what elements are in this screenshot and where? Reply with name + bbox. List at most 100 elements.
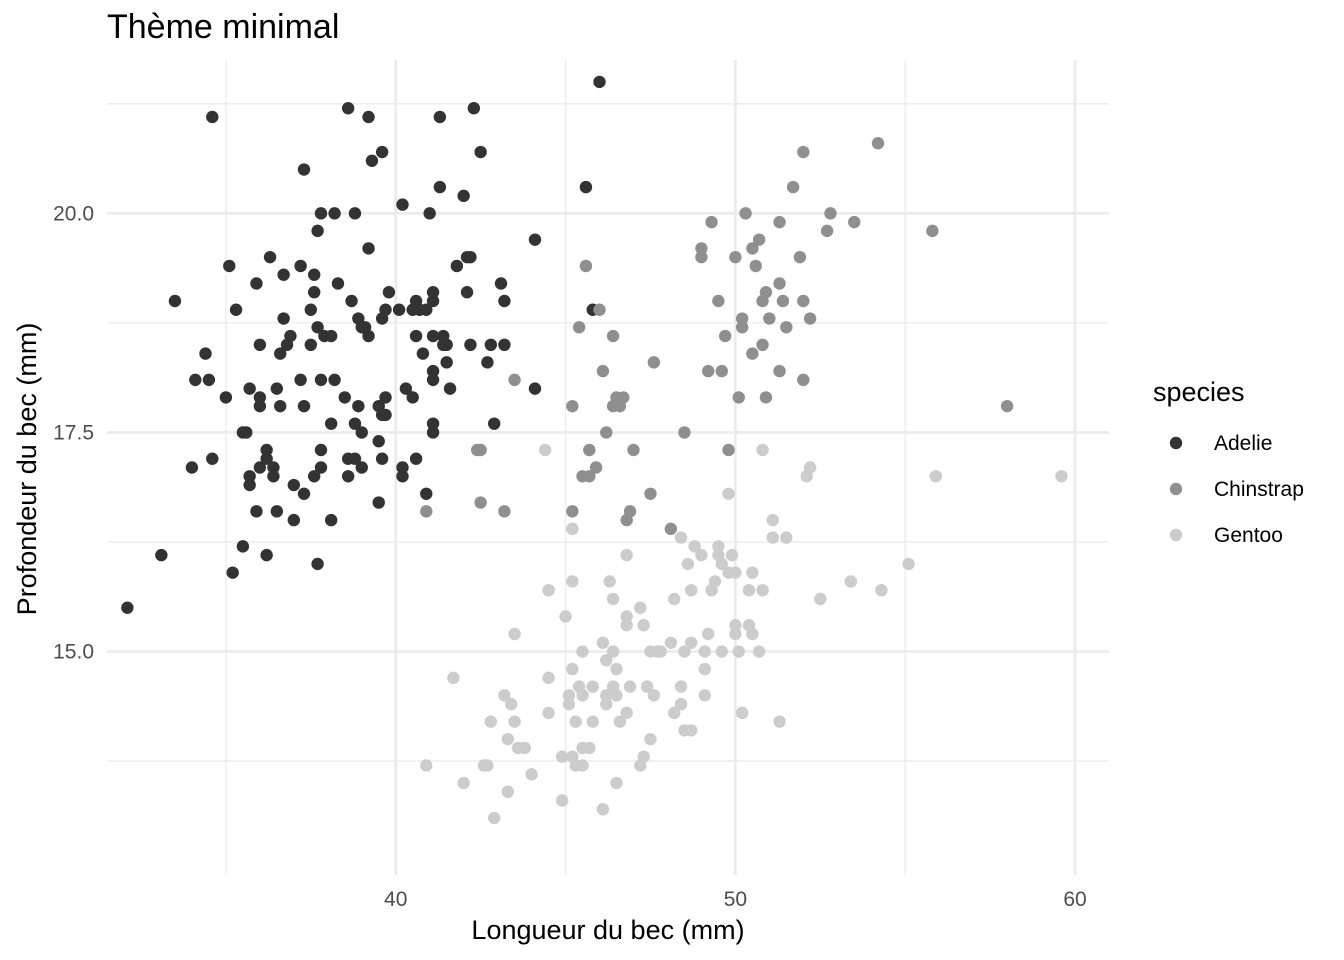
data-point-gentoo: [698, 689, 712, 702]
data-point-chinstrap: [735, 312, 749, 325]
data-point-adelie: [348, 417, 362, 430]
data-point-gentoo: [596, 636, 610, 649]
data-point-adelie: [494, 277, 508, 290]
data-point-gentoo: [674, 531, 688, 544]
data-point-adelie: [348, 207, 362, 220]
data-point-adelie: [307, 286, 321, 299]
data-point-gentoo: [525, 768, 538, 781]
data-point-gentoo: [766, 513, 779, 527]
data-point-adelie: [406, 391, 419, 404]
data-point-gentoo: [746, 627, 759, 641]
data-point-chinstrap: [797, 145, 810, 159]
data-point-chinstrap: [606, 329, 620, 343]
legend-label-adelie: Adelie: [1214, 432, 1272, 455]
data-point-adelie: [274, 399, 287, 413]
x-tick-label: 50: [724, 888, 747, 911]
data-point-adelie: [341, 101, 355, 115]
data-point-gentoo: [637, 750, 650, 763]
data-point-adelie: [311, 557, 324, 571]
data-point-chinstrap: [759, 286, 773, 299]
data-point-gentoo: [481, 759, 494, 772]
data-point-gentoo: [698, 662, 712, 676]
data-point-adelie: [331, 277, 345, 290]
data-point-adelie: [284, 329, 297, 343]
data-point-adelie: [253, 391, 267, 404]
data-point-adelie: [270, 505, 284, 518]
data-point-adelie: [168, 294, 182, 308]
legend-label-chinstrap: Chinstrap: [1214, 478, 1304, 501]
data-point-adelie: [240, 426, 253, 439]
data-point-adelie: [484, 338, 498, 352]
data-point-gentoo: [504, 697, 518, 711]
data-point-gentoo: [654, 645, 667, 658]
data-point-gentoo: [484, 715, 498, 728]
data-point-gentoo: [559, 610, 572, 623]
data-point-gentoo: [576, 689, 589, 702]
data-point-adelie: [202, 373, 216, 387]
series-chinstrap: [420, 137, 1014, 536]
legend-key-adelie: [1169, 436, 1183, 450]
data-point-gentoo: [620, 619, 633, 632]
data-point-adelie: [328, 207, 341, 220]
data-point-adelie: [426, 294, 440, 308]
data-point-adelie: [250, 277, 263, 290]
data-point-gentoo: [562, 697, 576, 711]
data-point-gentoo: [729, 627, 742, 641]
data-point-gentoo: [610, 689, 623, 702]
data-point-gentoo: [613, 715, 627, 728]
data-point-chinstrap: [773, 364, 786, 378]
data-point-chinstrap: [566, 399, 579, 413]
data-point-gentoo: [596, 803, 610, 816]
data-point-adelie: [375, 452, 389, 465]
data-point-chinstrap: [722, 443, 735, 457]
data-point-gentoo: [681, 557, 695, 571]
data-point-adelie: [307, 268, 321, 281]
data-point-adelie: [362, 242, 375, 255]
data-point-gentoo: [508, 715, 521, 728]
data-point-adelie: [206, 452, 219, 465]
legend: species Adelie Chinstrap Gentoo: [1153, 377, 1304, 547]
x-tick-label: 40: [384, 888, 407, 911]
data-point-adelie: [474, 145, 487, 159]
data-point-adelie: [324, 513, 338, 527]
data-point-chinstrap: [583, 443, 596, 457]
data-point-gentoo: [698, 645, 712, 658]
data-point-adelie: [528, 233, 542, 246]
data-point-chinstrap: [773, 277, 786, 290]
data-point-chinstrap: [627, 443, 640, 457]
data-point-chinstrap: [508, 373, 521, 387]
data-point-gentoo: [688, 540, 701, 553]
data-point-chinstrap: [732, 391, 745, 404]
data-point-gentoo: [620, 610, 633, 623]
data-point-adelie: [426, 426, 440, 439]
data-point-gentoo: [569, 715, 582, 728]
data-point-chinstrap: [583, 470, 596, 483]
data-point-adelie: [263, 250, 277, 264]
data-point-gentoo: [566, 662, 579, 676]
data-point-adelie: [297, 399, 311, 413]
data-point-adelie: [311, 224, 324, 238]
data-point-gentoo: [542, 706, 555, 720]
data-point-chinstrap: [746, 242, 759, 255]
data-point-adelie: [396, 198, 409, 211]
data-point-adelie: [270, 382, 284, 395]
data-point-chinstrap: [763, 312, 776, 325]
data-point-chinstrap: [702, 364, 715, 378]
data-point-gentoo: [606, 645, 620, 658]
data-point-gentoo: [586, 680, 599, 693]
data-point-adelie: [294, 259, 307, 273]
data-point-adelie: [297, 487, 311, 500]
data-point-gentoo: [610, 662, 623, 676]
data-point-adelie: [121, 601, 134, 614]
data-point-gentoo: [583, 741, 596, 755]
data-point-gentoo: [756, 443, 769, 457]
data-point-gentoo: [844, 575, 858, 588]
data-point-adelie: [426, 364, 440, 378]
data-point-adelie: [250, 505, 263, 518]
data-point-gentoo: [457, 776, 470, 790]
data-point-gentoo: [732, 645, 745, 658]
data-point-adelie: [297, 163, 311, 176]
data-point-adelie: [362, 329, 375, 343]
data-point-adelie: [457, 189, 470, 203]
y-tick-label: 20.0: [53, 202, 94, 225]
